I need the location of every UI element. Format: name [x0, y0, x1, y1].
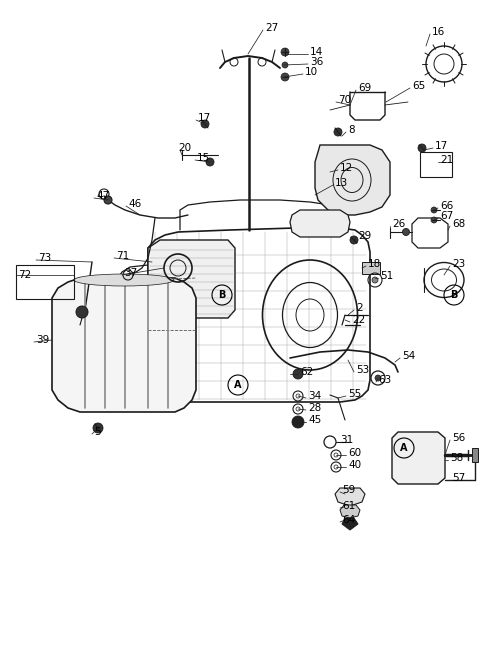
Text: 47: 47 — [96, 191, 109, 201]
Text: 10: 10 — [305, 67, 318, 77]
Circle shape — [104, 196, 112, 204]
Text: 72: 72 — [18, 270, 31, 280]
Bar — [420, 152, 452, 177]
Text: 55: 55 — [348, 389, 361, 399]
Text: 62: 62 — [300, 367, 313, 377]
Polygon shape — [340, 505, 360, 518]
Text: 70: 70 — [338, 95, 351, 105]
Text: 15: 15 — [197, 153, 210, 163]
Text: 60: 60 — [348, 448, 361, 458]
Text: 58: 58 — [450, 453, 463, 463]
Polygon shape — [290, 210, 350, 237]
Circle shape — [431, 217, 437, 223]
Text: 2: 2 — [356, 303, 362, 313]
Text: 40: 40 — [348, 460, 361, 470]
Text: 20: 20 — [178, 143, 191, 153]
Text: 71: 71 — [116, 251, 129, 261]
Circle shape — [281, 48, 289, 56]
Text: 16: 16 — [432, 27, 445, 37]
Circle shape — [293, 369, 303, 379]
Text: B: B — [450, 290, 458, 300]
Circle shape — [93, 423, 103, 433]
Text: 63: 63 — [378, 375, 391, 385]
Bar — [472, 448, 478, 462]
Circle shape — [372, 277, 378, 283]
Text: 26: 26 — [392, 219, 405, 229]
Text: 17: 17 — [435, 141, 448, 151]
Circle shape — [281, 73, 289, 81]
Circle shape — [350, 236, 358, 244]
Text: 17: 17 — [198, 113, 211, 123]
Circle shape — [292, 416, 304, 428]
Ellipse shape — [74, 274, 174, 286]
Text: 39: 39 — [36, 335, 49, 345]
Bar — [362, 262, 380, 274]
Circle shape — [375, 375, 381, 381]
Circle shape — [76, 306, 88, 318]
Text: 8: 8 — [348, 125, 355, 135]
Text: 57: 57 — [452, 473, 465, 483]
Polygon shape — [392, 432, 445, 484]
Polygon shape — [52, 278, 196, 412]
Polygon shape — [315, 145, 390, 215]
Text: 12: 12 — [340, 163, 353, 173]
Text: 31: 31 — [340, 435, 353, 445]
Text: 36: 36 — [310, 57, 323, 67]
Circle shape — [282, 62, 288, 68]
Text: 34: 34 — [308, 391, 321, 401]
Text: 37: 37 — [124, 268, 137, 278]
Polygon shape — [342, 518, 358, 530]
Text: 29: 29 — [358, 231, 371, 241]
Text: 54: 54 — [402, 351, 415, 361]
Text: 66: 66 — [440, 201, 453, 211]
Text: 67: 67 — [440, 211, 453, 221]
Text: 22: 22 — [352, 315, 365, 325]
Text: 14: 14 — [310, 47, 323, 57]
Text: 5: 5 — [94, 427, 101, 437]
Text: 13: 13 — [335, 178, 348, 188]
Text: 56: 56 — [452, 433, 465, 443]
Text: 28: 28 — [308, 403, 321, 413]
Circle shape — [334, 128, 342, 136]
Circle shape — [206, 158, 214, 166]
Text: 46: 46 — [128, 199, 141, 209]
Text: 27: 27 — [265, 23, 278, 33]
Circle shape — [418, 144, 426, 152]
Text: 21: 21 — [440, 155, 453, 165]
Text: 23: 23 — [452, 259, 465, 269]
Text: 64: 64 — [342, 515, 355, 525]
Text: 53: 53 — [356, 365, 369, 375]
Text: 51: 51 — [380, 271, 393, 281]
Text: 68: 68 — [452, 219, 465, 229]
Text: 65: 65 — [412, 81, 425, 91]
Text: 69: 69 — [358, 83, 371, 93]
Text: 18: 18 — [368, 259, 381, 269]
Circle shape — [201, 120, 209, 128]
Circle shape — [431, 207, 437, 213]
Text: 45: 45 — [308, 415, 321, 425]
Text: 59: 59 — [342, 485, 355, 495]
Polygon shape — [148, 240, 235, 318]
Text: A: A — [234, 380, 242, 390]
Text: B: B — [218, 290, 226, 300]
Text: A: A — [400, 443, 408, 453]
Polygon shape — [335, 488, 365, 506]
Bar — [16, 265, 74, 299]
Text: 61: 61 — [342, 501, 355, 511]
Circle shape — [403, 228, 409, 236]
Text: 73: 73 — [38, 253, 51, 263]
